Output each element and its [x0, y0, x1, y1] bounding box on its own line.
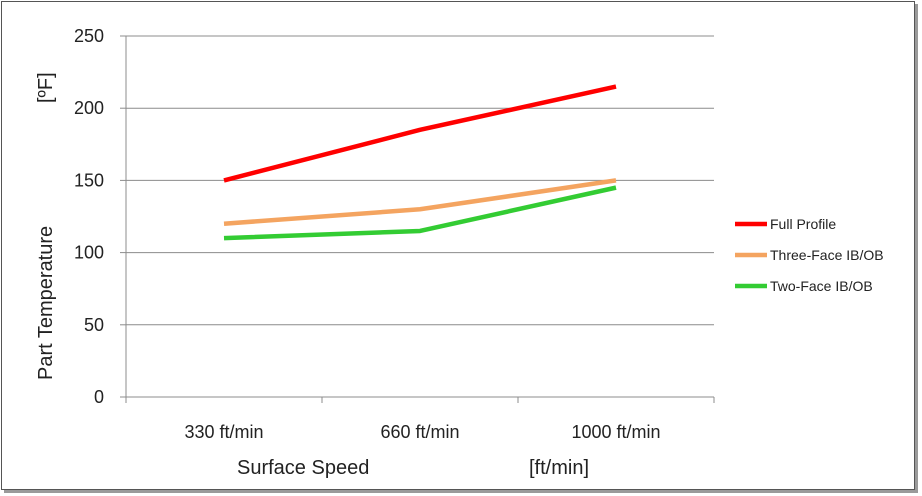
series-lines [223, 84, 617, 241]
legend-label: Two-Face IB/OB [770, 278, 873, 294]
y-tick-label: 100 [74, 243, 104, 263]
y-tick-label: 200 [74, 98, 104, 118]
legend: Full Profile Three-Face IB/OB Two-Face IB/… [735, 216, 884, 294]
axes [120, 35, 715, 403]
x-tick-label: 660 ft/min [380, 422, 459, 442]
x-tick-label: 330 ft/min [184, 422, 263, 442]
y-tick-label: 50 [84, 315, 104, 335]
chart-frame [1, 1, 915, 490]
x-tick-label: 1000 ft/min [571, 422, 660, 442]
y-tick-label: 0 [94, 387, 104, 407]
y-tick-labels: 0 50 100 150 200 250 [74, 26, 104, 407]
gridlines [126, 35, 714, 326]
y-axis-unit: [ºF] [35, 72, 57, 103]
y-axis-title: Part Temperature [35, 226, 57, 380]
series-line-2 [223, 178, 617, 226]
series-line-3 [223, 185, 617, 241]
legend-item: Three-Face IB/OB [735, 247, 884, 263]
legend-label: Three-Face IB/OB [770, 247, 884, 263]
legend-label: Full Profile [770, 216, 836, 232]
y-tick-label: 250 [74, 26, 104, 46]
x-tick-labels: 330 ft/min 660 ft/min 1000 ft/min [184, 422, 660, 442]
x-axis-unit: [ft/min] [529, 457, 589, 479]
x-axis-title: Surface Speed [237, 457, 369, 479]
series-line-1 [223, 84, 617, 183]
legend-item: Full Profile [735, 216, 836, 232]
legend-item: Two-Face IB/OB [735, 278, 873, 294]
y-tick-label: 150 [74, 170, 104, 190]
